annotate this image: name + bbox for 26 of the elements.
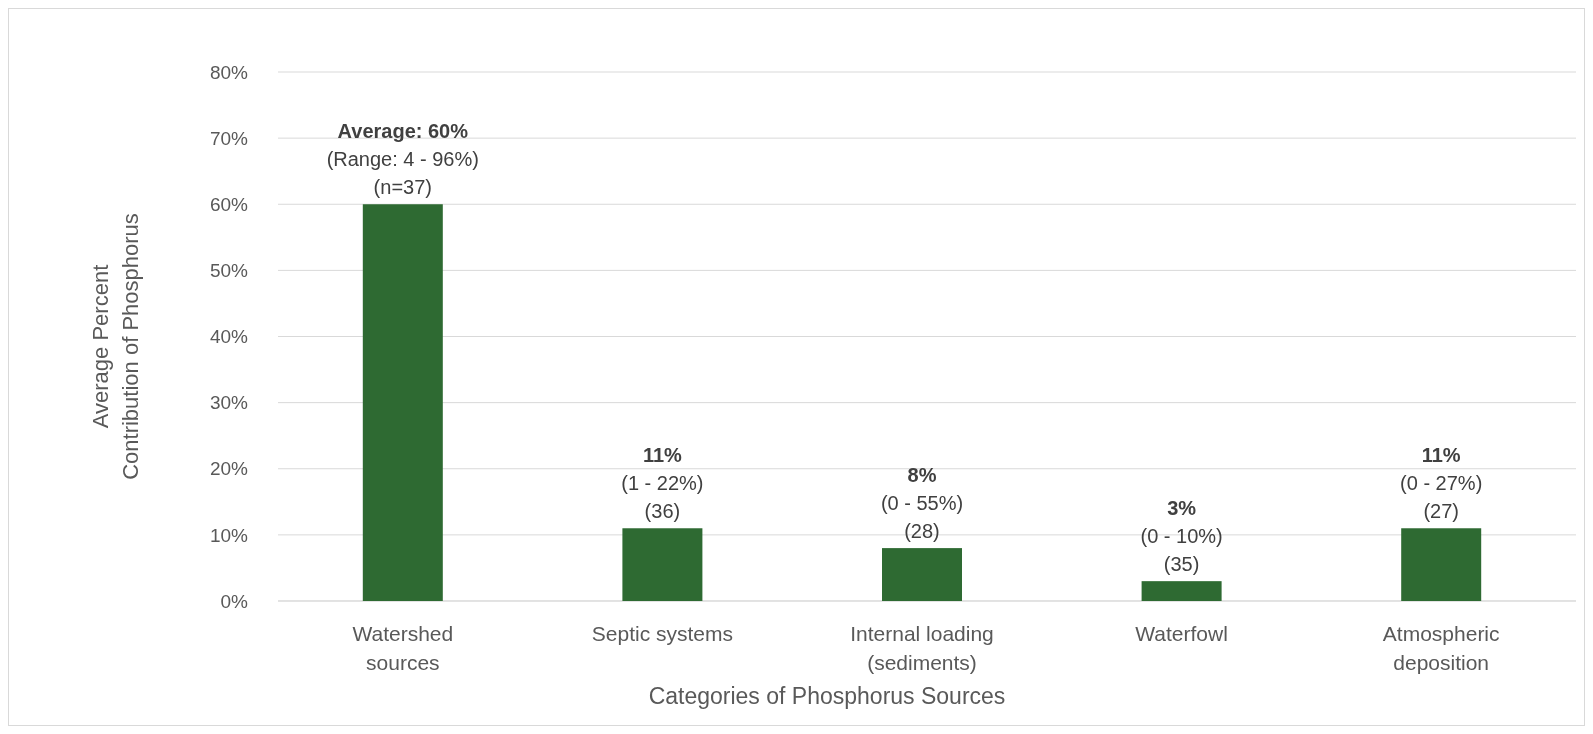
x-axis-title: Categories of Phosphorus Sources <box>648 683 1006 709</box>
bar <box>882 548 962 601</box>
y-tick-label: 60% <box>209 193 249 215</box>
y-tick-label: 20% <box>209 458 249 480</box>
bar <box>1401 528 1482 601</box>
y-axis-title: Average Percent Contribution of Phosphorus <box>88 213 143 480</box>
y-tick-label: 70% <box>209 127 249 149</box>
bar <box>1141 581 1222 601</box>
data-label: 11% (1 - 22%) (36) <box>621 444 704 523</box>
data-label: Average: 60% (Range: 4 - 96%) (n=37) <box>326 120 479 199</box>
bar <box>362 204 443 601</box>
bar <box>622 528 703 601</box>
data-label: 3% (0 - 10%) (35) <box>1140 497 1223 576</box>
y-tick-label: 10% <box>209 524 249 546</box>
data-label: 8% (0 - 55%) (28) <box>880 464 964 543</box>
x-tick-label: Waterfowl <box>1135 622 1228 645</box>
y-tick-label: 40% <box>209 326 249 348</box>
x-tick-label: Watershed sources <box>352 622 454 674</box>
y-tick-label: 0% <box>220 590 249 612</box>
y-tick-label: 80% <box>209 61 249 83</box>
y-tick-label: 50% <box>209 260 249 282</box>
x-tick-label: Septic systems <box>591 622 734 645</box>
data-label: 11% (0 - 27%) (27) <box>1400 444 1483 523</box>
x-tick-label: Atmospheric deposition <box>1382 622 1500 674</box>
y-tick-label: 30% <box>209 392 249 414</box>
x-tick-label: Internal loading (sediments) <box>850 622 994 674</box>
